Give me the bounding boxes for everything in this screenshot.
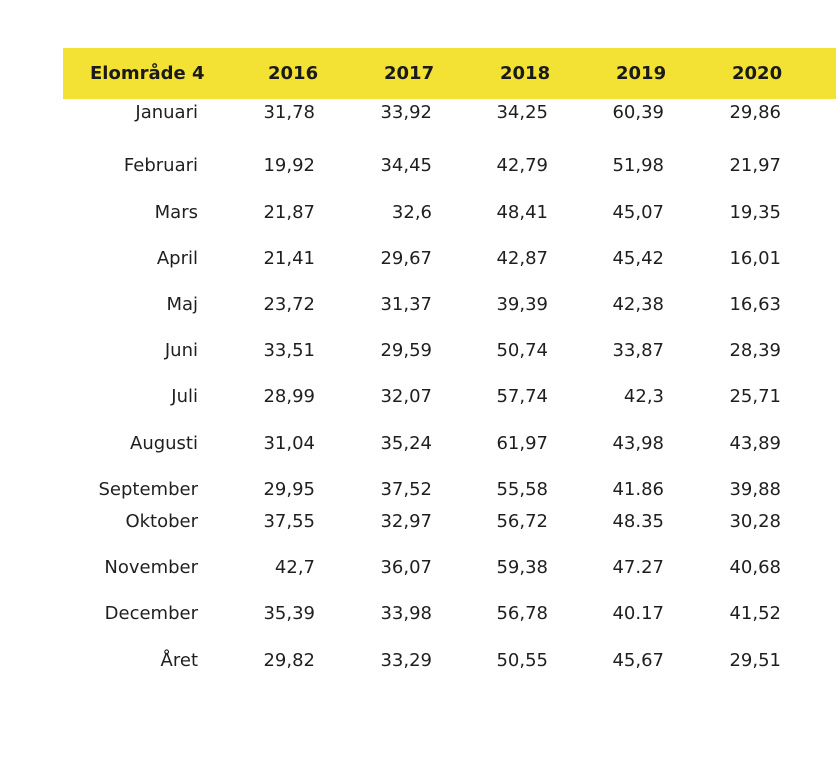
table-cell: 16,01 (729, 248, 781, 269)
table-row: Juni 33,51 29,59 50,74 33,87 28,39 (63, 338, 836, 364)
table-cell: 37,55 (263, 511, 315, 532)
row-label: Året (160, 650, 198, 671)
table-cell: 32,6 (391, 202, 432, 223)
table-cell: 43,98 (612, 433, 664, 454)
table-cell: 41,52 (729, 603, 781, 624)
table-cell: 23,72 (263, 294, 315, 315)
table-cell: 45,42 (612, 248, 664, 269)
table-cell: 60,39 (612, 102, 664, 123)
table-cell: 56,78 (496, 603, 548, 624)
table-cell: 42,3 (623, 386, 664, 407)
table-cell: 29,82 (263, 650, 315, 671)
table-cell: 37,52 (380, 479, 432, 500)
row-label: Maj (166, 294, 198, 315)
table-cell: 32,07 (380, 386, 432, 407)
row-label: Mars (154, 202, 198, 223)
table-cell: 16,63 (729, 294, 781, 315)
table-cell: 45,07 (612, 202, 664, 223)
table-cell: 19,92 (263, 155, 315, 176)
table-cell: 41.86 (612, 479, 664, 500)
table-cell: 30,28 (729, 511, 781, 532)
table-cell: 21,97 (729, 155, 781, 176)
table-row: Maj 23,72 31,37 39,39 42,38 16,63 (63, 292, 836, 318)
header-year: 2020 (732, 63, 783, 84)
table-cell: 33,87 (612, 340, 664, 361)
table-cell: 33,29 (380, 650, 432, 671)
table-row: Oktober 37,55 32,97 56,72 48.35 30,28 (63, 509, 836, 535)
table-cell: 33,92 (380, 102, 432, 123)
table-row: April 21,41 29,67 42,87 45,42 16,01 (63, 246, 836, 272)
table-cell: 19,35 (729, 202, 781, 223)
table-cell: 33,98 (380, 603, 432, 624)
table-cell: 28,39 (729, 340, 781, 361)
table-header: Elområde 4 2016 2017 2018 2019 2020 (63, 48, 836, 99)
header-label: Elområde 4 (90, 63, 205, 84)
table-cell: 45,67 (612, 650, 664, 671)
table-cell: 40,68 (729, 557, 781, 578)
table-cell: 57,74 (496, 386, 548, 407)
table-cell: 28,99 (263, 386, 315, 407)
row-label: Juni (164, 340, 198, 361)
table-cell: 35,24 (380, 433, 432, 454)
table-row: September 29,95 37,52 55,58 41.86 39,88 (63, 477, 836, 503)
table-row: Året 29,82 33,29 50,55 45,67 29,51 (63, 648, 836, 674)
row-label: December (104, 603, 198, 624)
table-cell: 36,07 (380, 557, 432, 578)
price-table: Elområde 4 2016 2017 2018 2019 2020 Janu… (63, 48, 836, 671)
table-cell: 29,86 (729, 102, 781, 123)
table-cell: 56,72 (496, 511, 548, 532)
table-cell: 61,97 (496, 433, 548, 454)
row-label: Juli (171, 386, 198, 407)
table-cell: 29,95 (263, 479, 315, 500)
table-cell: 21,87 (263, 202, 315, 223)
table-cell: 42,79 (496, 155, 548, 176)
table-cell: 35,39 (263, 603, 315, 624)
table-row: Augusti 31,04 35,24 61,97 43,98 43,89 (63, 431, 836, 457)
table-cell: 25,71 (729, 386, 781, 407)
table-row: December 35,39 33,98 56,78 40.17 41,52 (63, 601, 836, 627)
table-cell: 31,37 (380, 294, 432, 315)
table-cell: 33,51 (263, 340, 315, 361)
table-cell: 51,98 (612, 155, 664, 176)
table-cell: 55,58 (496, 479, 548, 500)
table-row: Mars 21,87 32,6 48,41 45,07 19,35 (63, 200, 836, 226)
table-cell: 42,87 (496, 248, 548, 269)
table-row: Januari 31,78 33,92 34,25 60,39 29,86 (63, 100, 836, 126)
table-cell: 50,55 (496, 650, 548, 671)
row-label: April (156, 248, 198, 269)
row-label: November (104, 557, 198, 578)
header-year: 2018 (500, 63, 551, 84)
table-cell: 29,51 (729, 650, 781, 671)
table-cell: 39,39 (496, 294, 548, 315)
row-label: Februari (123, 155, 198, 176)
table-cell: 34,25 (496, 102, 548, 123)
header-year: 2016 (268, 63, 319, 84)
table-row: Februari 19,92 34,45 42,79 51,98 21,97 (63, 153, 836, 179)
table-cell: 31,78 (263, 102, 315, 123)
table-cell: 29,67 (380, 248, 432, 269)
row-label: Oktober (125, 511, 198, 532)
table-cell: 39,88 (729, 479, 781, 500)
table-cell: 21,41 (263, 248, 315, 269)
row-label: Januari (135, 102, 198, 123)
table-cell: 48.35 (612, 511, 664, 532)
table-cell: 42,38 (612, 294, 664, 315)
row-label: Augusti (130, 433, 198, 454)
row-label: September (98, 479, 199, 500)
table-cell: 34,45 (380, 155, 432, 176)
table-row: Juli 28,99 32,07 57,74 42,3 25,71 (63, 384, 836, 410)
table-cell: 50,74 (496, 340, 548, 361)
header-year: 2017 (384, 63, 435, 84)
table-cell: 59,38 (496, 557, 548, 578)
header-year: 2019 (616, 63, 667, 84)
table-cell: 42,7 (274, 557, 315, 578)
table-cell: 40.17 (612, 603, 664, 624)
table-row: November 42,7 36,07 59,38 47.27 40,68 (63, 555, 836, 581)
table-cell: 31,04 (263, 433, 315, 454)
table-cell: 48,41 (496, 202, 548, 223)
table-cell: 47.27 (612, 557, 664, 578)
table-cell: 29,59 (380, 340, 432, 361)
table-cell: 43,89 (729, 433, 781, 454)
table-cell: 32,97 (380, 511, 432, 532)
